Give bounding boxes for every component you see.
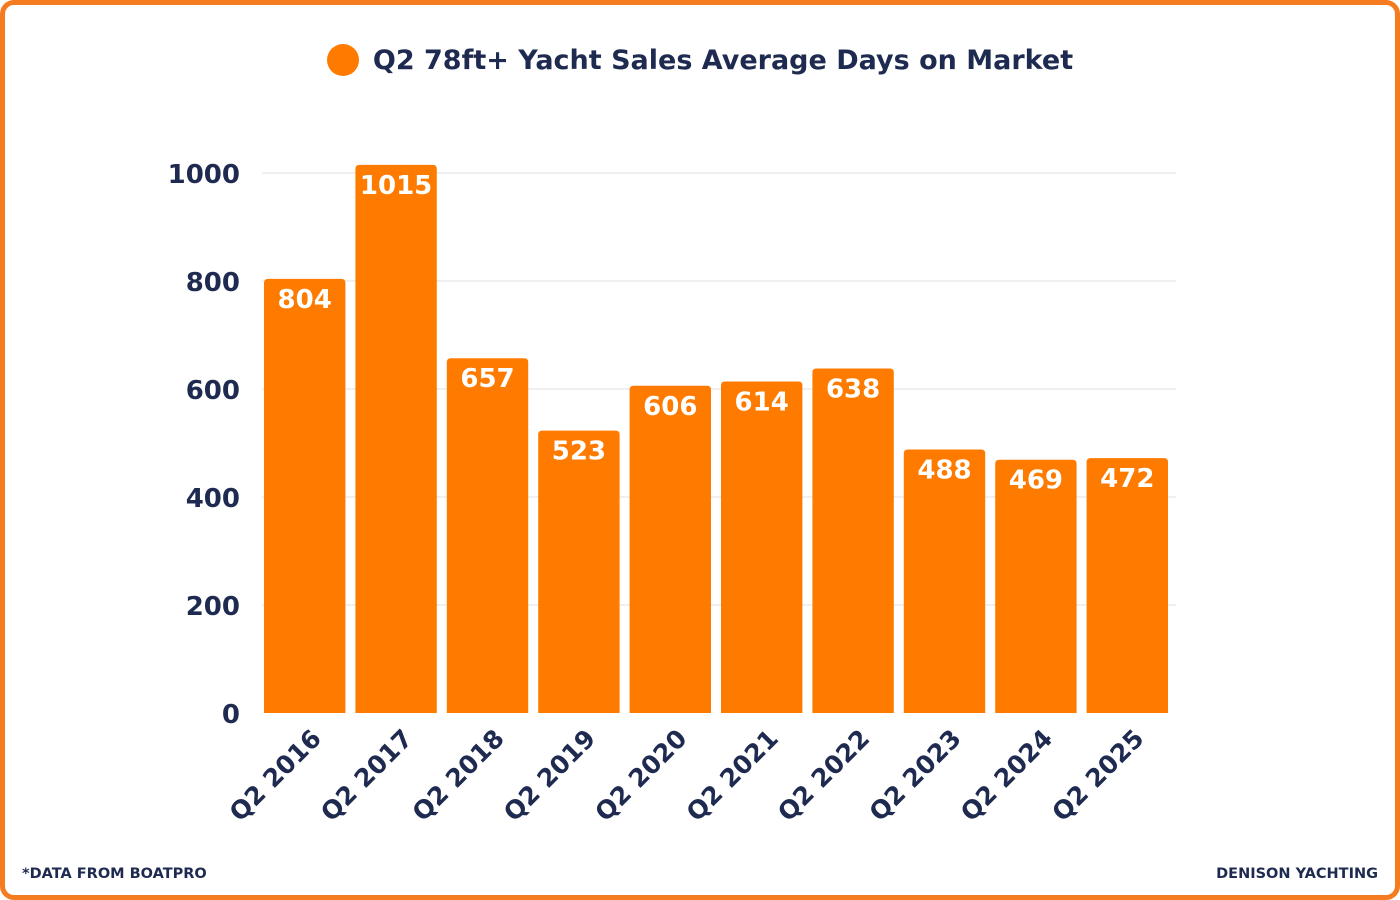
bar-value-label: 469: [1009, 466, 1063, 496]
bar: [995, 459, 1077, 713]
x-tick-label: Q2 2018: [407, 724, 510, 827]
bar: [903, 449, 986, 713]
brand-name: DENISON YACHTING: [1216, 866, 1378, 882]
bar: [721, 381, 803, 713]
legend-label: Q2 78ft+ Yacht Sales Average Days on Mar…: [372, 44, 1074, 76]
x-tick-label: Q2 2021: [681, 724, 784, 827]
bar-value-label: 523: [552, 437, 606, 467]
x-tick-label: Q2 2019: [498, 724, 601, 827]
x-tick-label: Q2 2022: [772, 724, 875, 827]
bar-value-label: 614: [735, 387, 789, 417]
y-tick-label: 200: [186, 592, 240, 622]
y-tick-label: 400: [186, 484, 240, 514]
bar: [629, 385, 711, 713]
x-tick-label: Q2 2025: [1046, 724, 1149, 827]
bar-value-label: 638: [826, 374, 880, 404]
bar: [446, 358, 529, 713]
bar: [812, 368, 894, 713]
bar-value-label: 1015: [360, 171, 432, 201]
bar-value-label: 606: [643, 392, 697, 422]
y-tick-label: 600: [186, 376, 240, 406]
bar: [1086, 458, 1168, 713]
x-tick-label: Q2 2023: [864, 724, 967, 827]
chart-legend: Q2 78ft+ Yacht Sales Average Days on Mar…: [0, 44, 1400, 76]
bar-value-label: 488: [917, 455, 971, 485]
x-tick-label: Q2 2017: [315, 724, 418, 827]
x-tick-label: Q2 2020: [589, 724, 692, 827]
bar: [355, 164, 437, 713]
bar: [538, 430, 620, 713]
bar: [264, 278, 346, 713]
legend-marker: [326, 44, 359, 76]
y-tick-label: 0: [222, 700, 240, 730]
source-note: *DATA FROM BOATPRO: [22, 866, 207, 882]
y-tick-label: 800: [186, 268, 240, 298]
y-tick-label: 1000: [168, 160, 240, 190]
bar-value-label: 657: [460, 364, 514, 394]
bar-value-label: 804: [278, 285, 332, 315]
bar-value-label: 472: [1100, 464, 1154, 494]
x-tick-label: Q2 2024: [955, 724, 1058, 827]
x-tick-label: Q2 2016: [224, 724, 327, 827]
